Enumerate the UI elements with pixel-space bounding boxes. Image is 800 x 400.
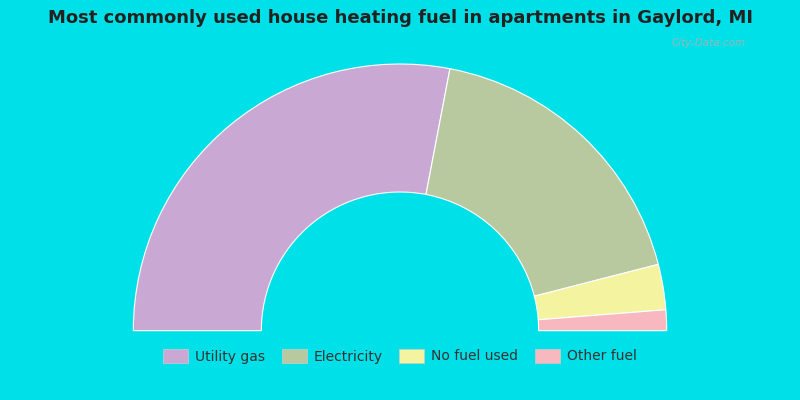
Wedge shape — [538, 310, 666, 331]
Text: Most commonly used house heating fuel in apartments in Gaylord, MI: Most commonly used house heating fuel in… — [47, 9, 753, 27]
Legend: Utility gas, Electricity, No fuel used, Other fuel: Utility gas, Electricity, No fuel used, … — [158, 343, 642, 369]
Wedge shape — [134, 64, 450, 331]
Text: City-Data.com: City-Data.com — [671, 38, 746, 48]
Wedge shape — [534, 264, 666, 320]
Wedge shape — [426, 69, 658, 296]
